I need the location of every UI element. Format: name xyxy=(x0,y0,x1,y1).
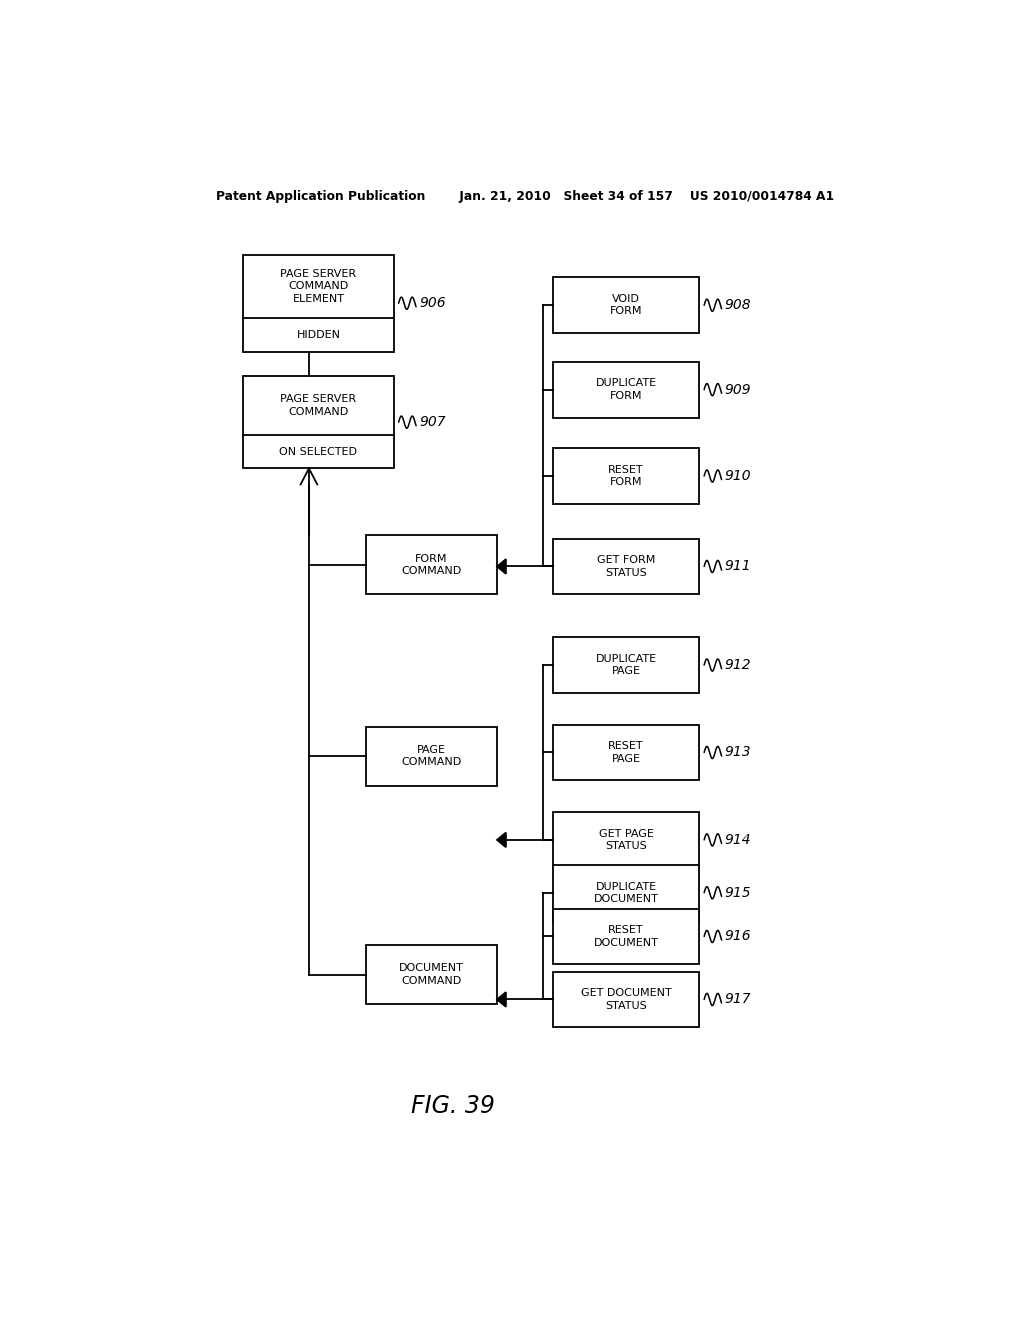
Bar xyxy=(367,536,497,594)
Text: DUPLICATE
PAGE: DUPLICATE PAGE xyxy=(595,653,656,676)
Bar xyxy=(367,945,497,1005)
Text: 915: 915 xyxy=(725,886,752,900)
Text: GET DOCUMENT
STATUS: GET DOCUMENT STATUS xyxy=(581,989,672,1011)
Text: HIDDEN: HIDDEN xyxy=(297,330,340,339)
Polygon shape xyxy=(497,993,506,1007)
Text: 908: 908 xyxy=(725,298,752,313)
Bar xyxy=(553,362,699,417)
Polygon shape xyxy=(497,560,506,574)
Text: GET PAGE
STATUS: GET PAGE STATUS xyxy=(599,829,653,851)
Text: PAGE
COMMAND: PAGE COMMAND xyxy=(401,744,462,767)
Bar xyxy=(553,638,699,693)
Bar xyxy=(553,812,699,867)
Text: FIG. 39: FIG. 39 xyxy=(412,1094,496,1118)
Text: RESET
FORM: RESET FORM xyxy=(608,465,644,487)
Bar xyxy=(553,447,699,504)
Bar xyxy=(553,539,699,594)
Polygon shape xyxy=(497,833,506,847)
Text: DUPLICATE
DOCUMENT: DUPLICATE DOCUMENT xyxy=(594,882,658,904)
Bar xyxy=(553,972,699,1027)
Bar xyxy=(553,908,699,965)
Text: 913: 913 xyxy=(725,746,752,759)
Text: 911: 911 xyxy=(725,560,752,573)
Text: PAGE SERVER
COMMAND: PAGE SERVER COMMAND xyxy=(281,395,356,417)
Text: PAGE SERVER
COMMAND
ELEMENT: PAGE SERVER COMMAND ELEMENT xyxy=(281,269,356,304)
Text: 916: 916 xyxy=(725,929,752,944)
Text: VOID
FORM: VOID FORM xyxy=(609,294,642,317)
Text: 907: 907 xyxy=(419,416,445,429)
Bar xyxy=(553,277,699,333)
Bar xyxy=(243,255,394,351)
Text: GET FORM
STATUS: GET FORM STATUS xyxy=(597,556,655,578)
Text: 914: 914 xyxy=(725,833,752,847)
Text: FORM
COMMAND: FORM COMMAND xyxy=(401,554,462,576)
Text: 917: 917 xyxy=(725,993,752,1006)
Text: RESET
PAGE: RESET PAGE xyxy=(608,742,644,764)
Text: RESET
DOCUMENT: RESET DOCUMENT xyxy=(594,925,658,948)
Text: Patent Application Publication        Jan. 21, 2010   Sheet 34 of 157    US 2010: Patent Application Publication Jan. 21, … xyxy=(216,190,834,202)
Bar xyxy=(553,865,699,921)
Bar xyxy=(243,376,394,469)
Bar xyxy=(553,725,699,780)
Text: DOCUMENT
COMMAND: DOCUMENT COMMAND xyxy=(399,964,464,986)
Text: 909: 909 xyxy=(725,383,752,396)
Text: 906: 906 xyxy=(419,296,445,310)
Text: 910: 910 xyxy=(725,469,752,483)
Text: 912: 912 xyxy=(725,659,752,672)
Bar xyxy=(367,726,497,785)
Text: DUPLICATE
FORM: DUPLICATE FORM xyxy=(595,379,656,401)
Text: ON SELECTED: ON SELECTED xyxy=(280,446,357,457)
